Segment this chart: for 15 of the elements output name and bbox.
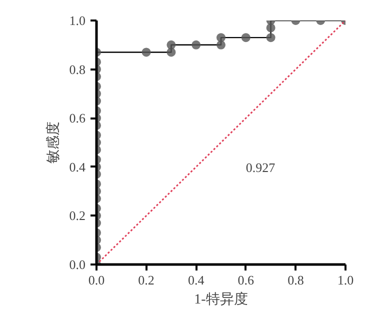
x-tick-label: 0.8 <box>288 272 304 288</box>
x-axis-title: 1-特异度 <box>194 292 248 308</box>
x-tick-label: 0.0 <box>88 272 105 288</box>
x-tick-label: 1.0 <box>337 272 354 288</box>
y-tick-label: 0.8 <box>69 62 86 77</box>
y-tick-label: 1.0 <box>69 13 86 28</box>
y-tick-label: 0.0 <box>69 257 86 272</box>
x-tick-label: 0.2 <box>138 272 154 288</box>
x-tick-label: 0.4 <box>188 272 205 288</box>
y-tick-label: 0.2 <box>69 208 86 224</box>
y-axis-title: 敏感度 <box>45 122 62 164</box>
y-tick-label: 0.4 <box>69 159 86 174</box>
y-tick-label: 0.6 <box>69 110 86 126</box>
x-tick-label: 0.6 <box>238 272 255 288</box>
annotation: 0.927 <box>246 160 276 175</box>
